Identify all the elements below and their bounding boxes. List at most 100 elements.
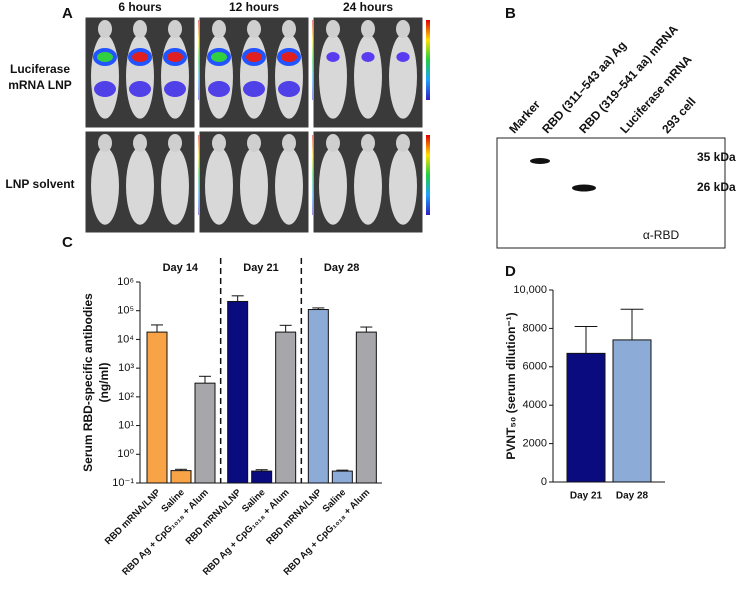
blot-band: [572, 184, 596, 192]
signal: [94, 81, 116, 97]
mouse: [91, 34, 119, 119]
mouse-head: [247, 134, 261, 152]
mouse-head: [396, 20, 410, 38]
lane-label: 293 cell: [659, 95, 698, 137]
mouse: [389, 147, 417, 225]
mouse-head: [168, 134, 182, 152]
signal-core: [246, 52, 262, 62]
size-marker: 26 kDa: [697, 180, 736, 194]
mouse: [275, 34, 303, 119]
panel-label: C: [62, 234, 73, 251]
bar: [194, 382, 216, 484]
mouse: [319, 147, 347, 225]
y-tick-label: 0: [541, 476, 547, 488]
bar: [146, 331, 168, 484]
signal: [278, 81, 300, 97]
colorbar: [426, 20, 430, 100]
mouse: [205, 147, 233, 225]
signal: [164, 81, 186, 97]
signal: [129, 81, 151, 97]
y-tick-label: 2000: [523, 438, 547, 450]
mouse-head: [212, 20, 226, 38]
signal-core: [132, 52, 148, 62]
bar: [566, 352, 606, 483]
signal: [243, 81, 265, 97]
y-tick-label: 10²: [118, 391, 134, 403]
signal: [361, 52, 375, 62]
signal: [208, 81, 230, 97]
x-tick-label: Day 28: [616, 491, 649, 502]
bar: [275, 331, 297, 484]
row-label: LNP solvent: [5, 177, 74, 191]
y-axis-label: Serum RBD-specific antibodies: [81, 293, 95, 472]
mouse: [161, 34, 189, 119]
y-axis-label: PVNT₅₀ (serum dilution⁻¹): [504, 312, 518, 459]
row-label: Luciferase: [10, 62, 70, 76]
bar: [170, 470, 192, 484]
x-tick-label: Day 21: [570, 491, 603, 502]
y-tick-label: 6000: [523, 361, 547, 373]
y-tick-label: 10⁵: [117, 305, 134, 317]
lane-label: Luciferase mRNA: [617, 52, 695, 136]
mouse-head: [133, 134, 147, 152]
size-marker: 35 kDa: [697, 150, 736, 164]
mouse-head: [282, 134, 296, 152]
y-tick-label: 10¹: [118, 419, 134, 431]
colorbar: [426, 135, 430, 215]
column-title: 6 hours: [118, 0, 162, 14]
y-tick-label: 8000: [523, 322, 547, 334]
blot-band: [530, 158, 550, 164]
mouse: [126, 34, 154, 119]
signal-core: [211, 52, 227, 62]
y-tick-label: 10,000: [513, 284, 547, 296]
y-tick-label: 4000: [523, 399, 547, 411]
mouse-head: [133, 20, 147, 38]
mouse-head: [361, 20, 375, 38]
bar: [331, 470, 353, 484]
y-tick-label: 10⁰: [117, 448, 134, 460]
mouse-head: [282, 20, 296, 38]
mouse: [161, 147, 189, 225]
blot-membrane: [496, 137, 726, 249]
panel-label: D: [505, 263, 516, 280]
bar: [355, 331, 377, 484]
mouse-head: [98, 134, 112, 152]
mouse-head: [98, 20, 112, 38]
signal-core: [281, 52, 297, 62]
y-tick-label: 10⁻¹: [112, 477, 134, 489]
panel-label: B: [505, 5, 516, 22]
lane-label: Marker: [506, 97, 543, 136]
signal-core: [167, 52, 183, 62]
bar: [227, 300, 249, 484]
mouse-head: [326, 134, 340, 152]
bar: [251, 470, 273, 484]
mouse-head: [212, 134, 226, 152]
mouse-head: [326, 20, 340, 38]
mouse: [275, 147, 303, 225]
panel-label: A: [62, 5, 73, 22]
mouse: [240, 147, 268, 225]
mouse-head: [361, 134, 375, 152]
mouse: [91, 147, 119, 225]
y-tick-label: 10⁶: [117, 276, 134, 288]
bar: [307, 309, 329, 484]
mouse: [319, 34, 347, 119]
y-axis-label: (ng/ml): [97, 363, 111, 403]
bar: [612, 339, 652, 483]
mouse: [389, 34, 417, 119]
signal: [396, 52, 410, 62]
y-tick-label: 10⁴: [117, 333, 134, 345]
column-title: 24 hours: [343, 0, 393, 14]
mouse: [126, 147, 154, 225]
mouse: [240, 34, 268, 119]
group-label: Day 14: [163, 262, 199, 274]
group-label: Day 21: [243, 262, 278, 274]
group-label: Day 28: [324, 262, 359, 274]
mouse-head: [168, 20, 182, 38]
antibody-label: α-RBD: [643, 228, 680, 242]
mouse: [354, 147, 382, 225]
signal: [326, 52, 340, 62]
mouse: [205, 34, 233, 119]
